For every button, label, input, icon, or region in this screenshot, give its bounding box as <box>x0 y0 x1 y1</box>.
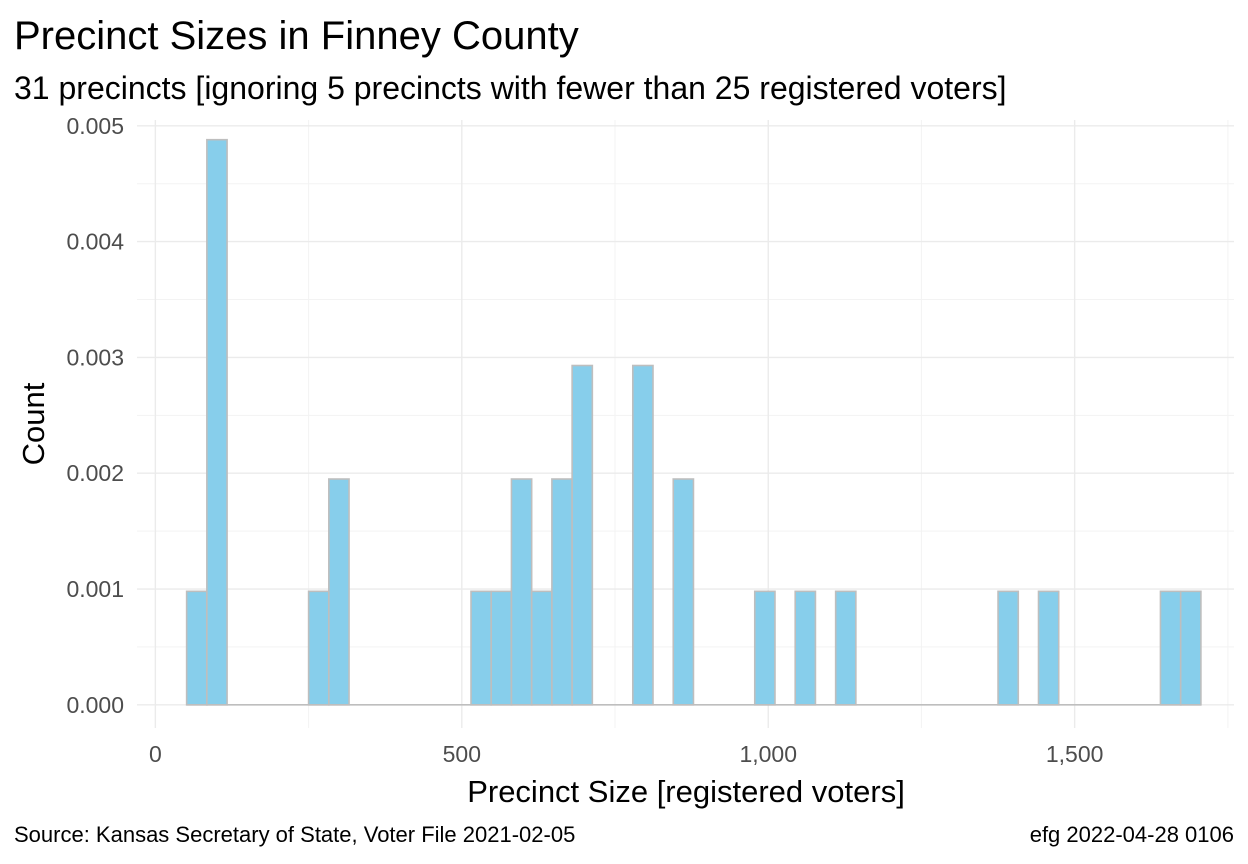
chart-title: Precinct Sizes in Finney County <box>14 14 579 58</box>
histogram-bar <box>998 591 1018 704</box>
y-tick-label: 0.002 <box>66 460 124 486</box>
histogram-bar <box>572 366 592 705</box>
y-tick-label: 0.005 <box>66 113 124 139</box>
histogram-bar <box>532 591 552 704</box>
histogram-bar <box>552 479 572 705</box>
histogram-bar <box>633 366 653 705</box>
bars <box>187 140 1201 705</box>
x-tick-label: 0 <box>149 741 162 767</box>
x-axis-title: Precinct Size [registered voters] <box>467 774 905 809</box>
y-axis-title: Count <box>16 382 51 465</box>
histogram-bar <box>187 591 207 704</box>
y-tick-label: 0.003 <box>66 344 124 370</box>
histogram-bar <box>329 479 349 705</box>
histogram-bar <box>1181 591 1201 704</box>
histogram-bar <box>755 591 775 704</box>
histogram-bar <box>309 591 329 704</box>
histogram-bar <box>673 479 693 705</box>
y-tick-label: 0.001 <box>66 576 124 602</box>
x-tick-label: 500 <box>443 741 481 767</box>
histogram-bar <box>836 591 856 704</box>
histogram-bar <box>1160 591 1180 704</box>
histogram-bar <box>491 591 511 704</box>
chart-subtitle: 31 precincts [ignoring 5 precincts with … <box>14 70 1007 106</box>
histogram-bar <box>1039 591 1059 704</box>
histogram-bar <box>471 591 491 704</box>
y-axis-ticks: 0.000 0.001 0.002 0.003 0.004 0.005 <box>66 113 124 718</box>
histogram-bar <box>207 140 227 705</box>
histogram-bar <box>795 591 815 704</box>
source-caption: Source: Kansas Secretary of State, Voter… <box>14 822 575 847</box>
y-tick-label: 0.004 <box>66 229 124 255</box>
x-axis-ticks: 0 500 1,000 1,500 <box>149 741 1103 767</box>
credit-caption: efg 2022-04-28 0106 <box>1030 822 1234 847</box>
x-tick-label: 1,500 <box>1046 741 1104 767</box>
x-tick-label: 1,000 <box>739 741 797 767</box>
y-tick-label: 0.000 <box>66 692 124 718</box>
histogram-bar <box>511 479 531 705</box>
